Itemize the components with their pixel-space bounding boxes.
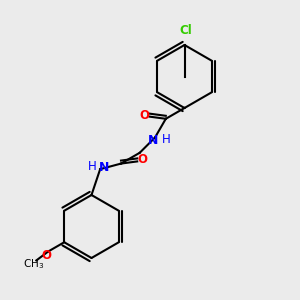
Text: H: H bbox=[162, 133, 171, 146]
Text: O: O bbox=[42, 248, 52, 262]
Text: N: N bbox=[148, 134, 159, 147]
Text: Cl: Cl bbox=[180, 25, 192, 38]
Text: N: N bbox=[99, 161, 109, 174]
Text: O: O bbox=[138, 153, 148, 167]
Text: H: H bbox=[87, 160, 96, 173]
Text: O: O bbox=[139, 109, 149, 122]
Text: CH$_3$: CH$_3$ bbox=[23, 257, 44, 271]
